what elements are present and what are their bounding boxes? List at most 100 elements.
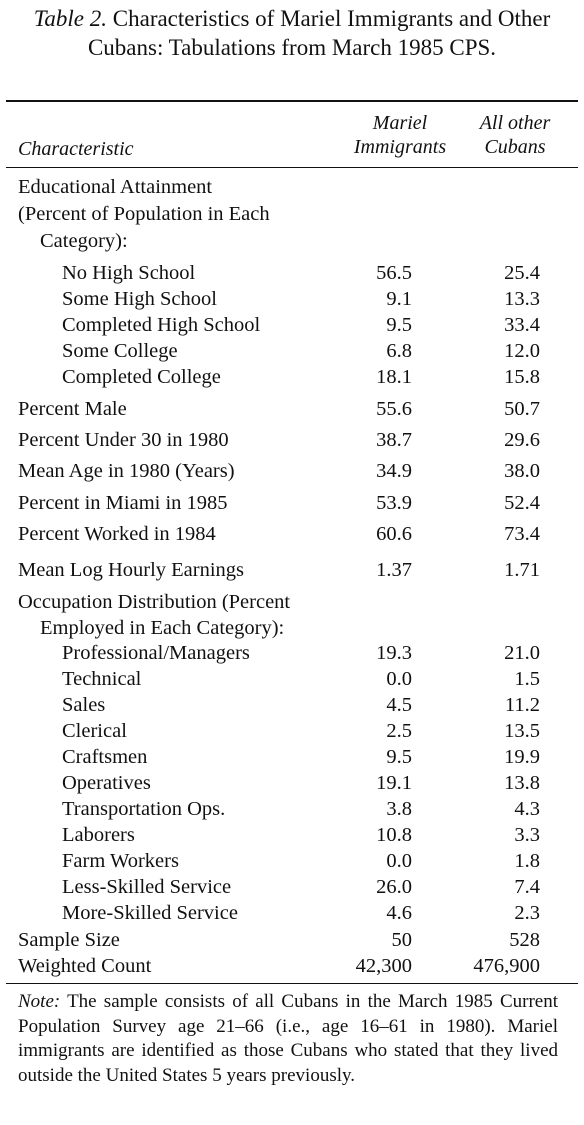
other-value: 13.5 (504, 718, 540, 744)
row-label: Occupation Distribution (Percent (18, 589, 290, 615)
mariel-value: 0.0 (386, 666, 412, 692)
row-label: Weighted Count (18, 953, 151, 979)
row-label: Less-Skilled Service (62, 874, 231, 900)
table-label: Table 2. (34, 6, 107, 31)
table-row: Professional/Managers 19.3 21.0 (0, 640, 584, 666)
row-label: Farm Workers (62, 848, 179, 874)
column-header-other: All other Cubans (460, 111, 570, 159)
mariel-value: 42,300 (356, 953, 412, 979)
mariel-value: 4.6 (386, 900, 412, 926)
row-label: Employed in Each Category): (40, 615, 284, 641)
table-row: Sales 4.5 11.2 (0, 692, 584, 718)
bottom-rule (6, 983, 578, 984)
table-row: No High School 56.5 25.4 (0, 260, 584, 286)
row-label: Completed High School (62, 312, 260, 338)
other-value: 15.8 (504, 364, 540, 390)
column-header-mariel: Mariel Immigrants (340, 111, 460, 159)
mariel-value: 9.5 (386, 312, 412, 338)
mariel-value: 34.9 (376, 458, 412, 484)
row-label: Transportation Ops. (62, 796, 225, 822)
mariel-value: 38.7 (376, 427, 412, 453)
mariel-value: 2.5 (386, 718, 412, 744)
row-label: Mean Age in 1980 (Years) (18, 458, 235, 484)
other-value: 73.4 (504, 521, 540, 547)
row-label: Laborers (62, 822, 135, 848)
column-header-characteristic: Characteristic (18, 137, 134, 161)
table-row: Craftsmen 9.5 19.9 (0, 744, 584, 770)
table-row: Some College 6.8 12.0 (0, 338, 584, 364)
table-row: Clerical 2.5 13.5 (0, 718, 584, 744)
row-label: (Percent of Population in Each (18, 201, 270, 227)
row-label: Clerical (62, 718, 127, 744)
table-row: Transportation Ops. 3.8 4.3 (0, 796, 584, 822)
table-row: Mean Age in 1980 (Years) 34.9 38.0 (0, 458, 584, 484)
table-row: Percent Under 30 in 1980 38.7 29.6 (0, 427, 584, 453)
other-value: 12.0 (504, 338, 540, 364)
row-label: Some College (62, 338, 178, 364)
mariel-value: 56.5 (376, 260, 412, 286)
other-value: 7.4 (514, 874, 540, 900)
row-label: Completed College (62, 364, 221, 390)
table-row: Employed in Each Category): (0, 615, 584, 641)
mariel-value: 3.8 (386, 796, 412, 822)
mariel-value: 6.8 (386, 338, 412, 364)
table-row: Percent in Miami in 1985 53.9 52.4 (0, 490, 584, 516)
row-label: Percent Worked in 1984 (18, 521, 216, 547)
table-row: Category): (0, 228, 584, 254)
mariel-value: 50 (392, 927, 413, 953)
note-text: The sample consists of all Cubans in the… (18, 991, 558, 1086)
other-value: 29.6 (504, 427, 540, 453)
row-label: Operatives (62, 770, 151, 796)
other-value: 19.9 (504, 744, 540, 770)
other-value: 1.8 (514, 848, 540, 874)
row-label: Percent Male (18, 396, 127, 422)
row-label: Sample Size (18, 927, 120, 953)
row-label: Some High School (62, 286, 217, 312)
mariel-value: 4.5 (386, 692, 412, 718)
row-label: Percent Under 30 in 1980 (18, 427, 229, 453)
table-row: Less-Skilled Service 26.0 7.4 (0, 874, 584, 900)
other-value: 1.5 (514, 666, 540, 692)
row-label: Technical (62, 666, 141, 692)
mariel-value: 9.5 (386, 744, 412, 770)
row-label: Craftsmen (62, 744, 147, 770)
table-row: Completed High School 9.5 33.4 (0, 312, 584, 338)
table-row: Laborers 10.8 3.3 (0, 822, 584, 848)
table-caption: Table 2. Characteristics of Mariel Immig… (4, 4, 580, 62)
table-row: Mean Log Hourly Earnings 1.37 1.71 (0, 557, 584, 583)
other-value: 25.4 (504, 260, 540, 286)
other-value: 13.3 (504, 286, 540, 312)
row-label: More-Skilled Service (62, 900, 238, 926)
table-row: Operatives 19.1 13.8 (0, 770, 584, 796)
row-label: Sales (62, 692, 105, 718)
mariel-value: 26.0 (376, 874, 412, 900)
row-label: Professional/Managers (62, 640, 250, 666)
mariel-value: 60.6 (376, 521, 412, 547)
row-label: Percent in Miami in 1985 (18, 490, 228, 516)
row-label: Educational Attainment (18, 174, 212, 200)
note-label: Note: (18, 991, 60, 1012)
mariel-value: 1.37 (376, 557, 412, 583)
other-value: 1.71 (504, 557, 540, 583)
column-header-other-line2: Cubans (460, 135, 570, 159)
other-value: 11.2 (505, 692, 540, 718)
column-header-mariel-line2: Immigrants (340, 135, 460, 159)
table-row: (Percent of Population in Each (0, 201, 584, 227)
table-row: Farm Workers 0.0 1.8 (0, 848, 584, 874)
mariel-value: 0.0 (386, 848, 412, 874)
header-rule (6, 167, 578, 168)
column-header-mariel-line1: Mariel (340, 111, 460, 135)
other-value: 2.3 (514, 900, 540, 926)
other-value: 50.7 (504, 396, 540, 422)
other-value: 528 (509, 927, 540, 953)
row-label: Category): (40, 228, 128, 254)
other-value: 52.4 (504, 490, 540, 516)
mariel-value: 18.1 (376, 364, 412, 390)
table-title: Characteristics of Mariel Immigrants and… (88, 6, 550, 60)
table-row: Educational Attainment (0, 174, 584, 200)
table-note: Note: The sample consists of all Cubans … (18, 990, 558, 1088)
column-header-other-line1: All other (460, 111, 570, 135)
other-value: 38.0 (504, 458, 540, 484)
table-row: Technical 0.0 1.5 (0, 666, 584, 692)
row-label: No High School (62, 260, 195, 286)
